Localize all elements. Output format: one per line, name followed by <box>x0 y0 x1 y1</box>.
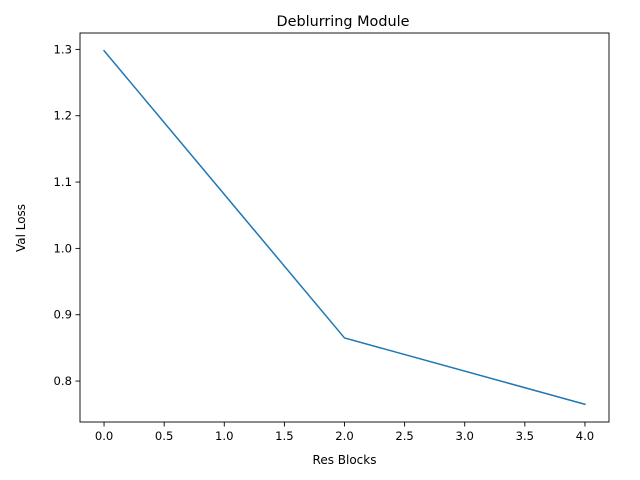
x-tick-label: 1.5 <box>275 429 293 443</box>
x-axis-ticks: 0.0 0.5 1.0 1.5 2.0 2.5 3.0 3.5 4.0 <box>95 422 594 443</box>
y-tick-label: 1.2 <box>54 109 72 123</box>
x-tick-label: 2.0 <box>335 429 353 443</box>
x-axis-label: Res Blocks <box>313 453 377 467</box>
y-axis-label: Val Loss <box>14 204 28 252</box>
y-tick-label: 1.1 <box>54 175 72 189</box>
axes-frame <box>79 32 610 423</box>
x-tick-label: 1.0 <box>215 429 233 443</box>
y-tick-label: 0.8 <box>54 374 72 388</box>
y-tick-label: 0.9 <box>54 308 72 322</box>
x-tick-label: 2.5 <box>395 429 413 443</box>
x-tick-label: 0.5 <box>155 429 173 443</box>
series-layer <box>102 49 586 406</box>
chart-title: Deblurring Module <box>277 14 410 30</box>
x-tick-label: 0.0 <box>95 429 113 443</box>
x-tick-label: 4.0 <box>576 429 594 443</box>
y-tick-label: 1.3 <box>54 42 72 56</box>
series-line-1 <box>102 49 586 406</box>
y-axis-ticks: 0.8 0.9 1.0 1.1 1.2 1.3 <box>54 42 80 388</box>
x-tick-label: 3.0 <box>456 429 474 443</box>
plot-area <box>79 32 610 423</box>
x-tick-label: 3.5 <box>516 429 534 443</box>
y-tick-label: 1.0 <box>54 241 72 255</box>
